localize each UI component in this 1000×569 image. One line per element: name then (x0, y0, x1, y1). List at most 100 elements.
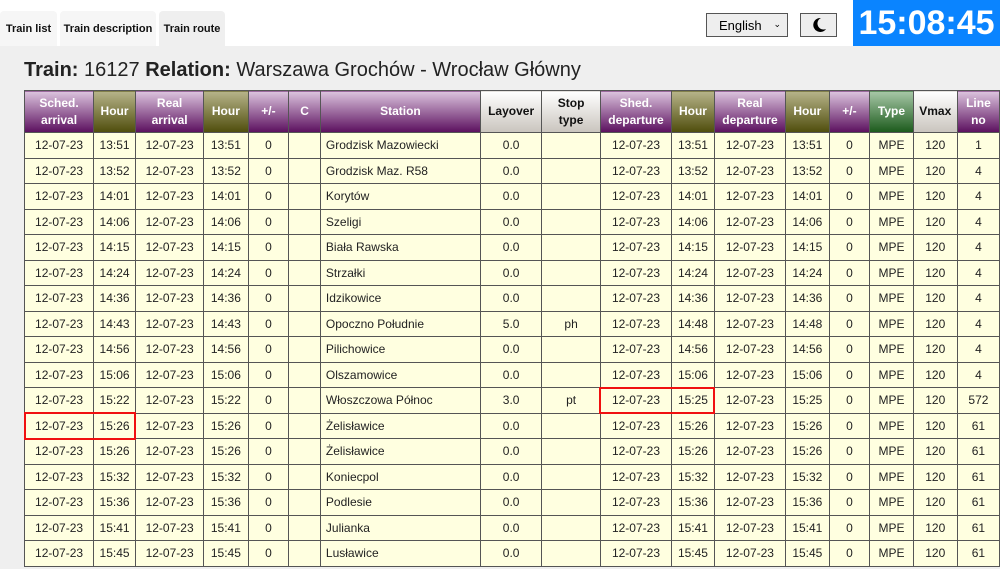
table-cell: 12-07-23 (713, 208, 787, 235)
table-row: 12-07-23 15:26 12-07-23 15:26 0 Żelisławice 0.… (23, 412, 1000, 439)
table-cell (288, 285, 321, 312)
table-cell: 12-07-23 (23, 412, 95, 439)
table-cell: Żelisławice (319, 412, 481, 439)
table-cell: 0.0 (479, 234, 543, 261)
table-cell: ph (541, 310, 601, 337)
table-cell: 13:52 (93, 157, 136, 184)
table-cell: 0.0 (479, 183, 543, 210)
table-cell: 15:45 (785, 540, 830, 567)
column-header: Hour (93, 90, 136, 133)
table-cell: 13:51 (93, 132, 136, 159)
table-cell (541, 514, 601, 541)
tab-train-route[interactable]: Train route (159, 11, 225, 46)
table-row: 12-07-23 15:32 12-07-23 15:32 0 Koniecpol 0.0 1… (23, 463, 1000, 490)
table-cell: 0 (247, 234, 290, 261)
clock: 15:08:45 (853, 0, 1000, 46)
table-cell: 0 (828, 208, 871, 235)
table-cell: 12-07-23 (134, 285, 205, 312)
table-cell (288, 234, 321, 261)
table-cell: MPE (869, 412, 914, 439)
table-cell: Lusławice (319, 540, 481, 567)
table-cell (541, 463, 601, 490)
tab-train-description[interactable]: Train description (60, 11, 156, 46)
table-cell: 15:36 (671, 489, 715, 516)
table-cell: 4 (956, 259, 1000, 286)
table-cell: 61 (956, 412, 1000, 439)
table-row: 12-07-23 14:43 12-07-23 14:43 0 Opoczno Połud… (23, 310, 1000, 337)
table-cell: 14:56 (671, 336, 715, 363)
table-cell: MPE (869, 157, 914, 184)
table-cell: 12-07-23 (599, 234, 673, 261)
table-cell: Opoczno Południe (319, 310, 481, 337)
table-cell: 13:51 (785, 132, 830, 159)
table-cell: 120 (912, 361, 958, 388)
table-cell (288, 463, 321, 490)
table-cell: 15:25 (671, 387, 715, 414)
table-cell: 0 (828, 132, 871, 159)
table-cell: 12-07-23 (23, 285, 95, 312)
table-cell: 0 (828, 412, 871, 439)
table-cell: 14:01 (785, 183, 830, 210)
table-cell (288, 514, 321, 541)
table-cell (541, 208, 601, 235)
table-cell: MPE (869, 310, 914, 337)
language-select[interactable]: English ⌄ (706, 13, 788, 37)
column-header-line: Hour (211, 104, 240, 118)
table-cell: 0 (828, 310, 871, 337)
table-cell: 12-07-23 (713, 183, 787, 210)
table-cell: 12-07-23 (599, 336, 673, 363)
table-cell: 15:26 (93, 438, 136, 465)
table-cell: 12-07-23 (134, 387, 205, 414)
table-cell: 14:01 (93, 183, 136, 210)
table-cell: 12-07-23 (599, 157, 673, 184)
column-header: Type (869, 90, 914, 133)
table-cell: 12-07-23 (134, 412, 205, 439)
table-cell: 12-07-23 (599, 463, 673, 490)
table-row: 12-07-23 15:36 12-07-23 15:36 0 Podlesie 0.0 12… (23, 489, 1000, 516)
table-cell: 12-07-23 (134, 438, 205, 465)
table-cell: 14:15 (785, 234, 830, 261)
table-cell: 61 (956, 438, 1000, 465)
table-cell: 0 (828, 259, 871, 286)
table-cell: 12-07-23 (23, 183, 95, 210)
table-cell: 0.0 (479, 463, 543, 490)
table-cell: MPE (869, 208, 914, 235)
table-cell: 0 (247, 514, 290, 541)
table-cell: 12-07-23 (23, 259, 95, 286)
table-row: 12-07-23 15:45 12-07-23 15:45 0 Lusławice 0.0 1… (23, 540, 1000, 567)
table-cell: MPE (869, 514, 914, 541)
table-cell: MPE (869, 234, 914, 261)
table-cell: 0 (247, 183, 290, 210)
table-cell: 12-07-23 (134, 183, 205, 210)
table-cell: 14:15 (671, 234, 715, 261)
table-cell: 0 (828, 387, 871, 414)
column-header-line: Hour (100, 104, 129, 118)
table-cell: 14:36 (93, 285, 136, 312)
table-cell: 0 (828, 463, 871, 490)
table-cell: 14:56 (203, 336, 249, 363)
table-cell (288, 412, 321, 439)
dark-mode-button[interactable] (800, 13, 837, 37)
table-cell: 4 (956, 234, 1000, 261)
column-header: Sched. arrival (23, 90, 95, 133)
table-cell: 120 (912, 514, 958, 541)
table-cell: 0 (828, 361, 871, 388)
table-cell: 12-07-23 (713, 234, 787, 261)
table-cell: 12-07-23 (599, 514, 673, 541)
relation-value: Warszawa Grochów - Wrocław Główny (236, 59, 581, 81)
table-cell: 12-07-23 (713, 540, 787, 567)
table-cell (541, 489, 601, 516)
table-cell: MPE (869, 387, 914, 414)
column-header-line: Station (380, 104, 421, 118)
route-table: Sched. arrival Hour Real arrival Hour +/- C Stat… (23, 90, 1000, 567)
table-cell: Idzikowice (319, 285, 481, 312)
table-cell (288, 489, 321, 516)
table-cell: 0.0 (479, 438, 543, 465)
table-cell: 12-07-23 (599, 183, 673, 210)
table-cell: 12-07-23 (599, 361, 673, 388)
table-cell: 15:26 (671, 438, 715, 465)
table-cell: 120 (912, 132, 958, 159)
table-cell: 120 (912, 438, 958, 465)
tab-train-list[interactable]: Train list (0, 11, 57, 46)
column-header-line: no (971, 112, 986, 127)
